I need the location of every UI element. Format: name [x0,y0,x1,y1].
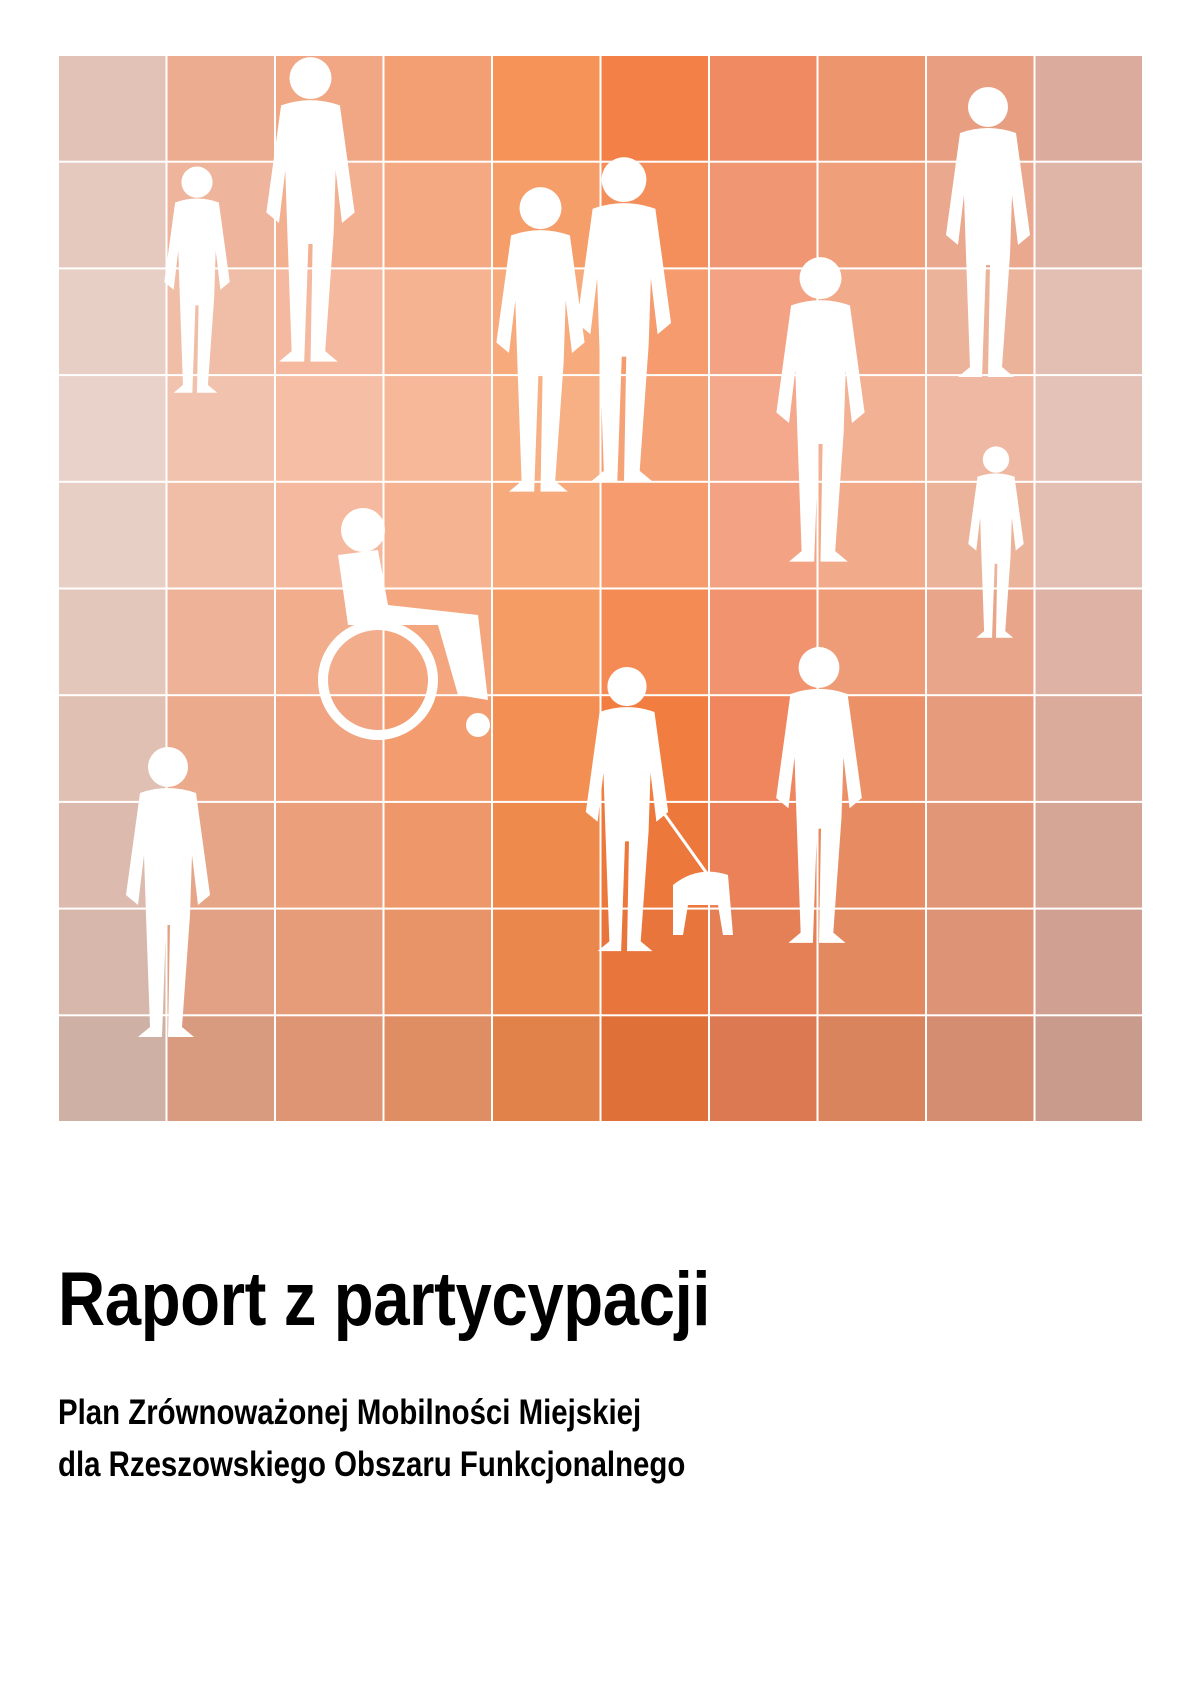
grid-cell [384,56,491,161]
grid-cell [167,56,274,161]
standing-man-silhouette [776,647,862,943]
grid-cell [1035,589,1142,695]
grid-cell [710,1016,817,1121]
woman-with-bag-silhouette [946,87,1030,377]
grid-cell [384,696,491,801]
grid-cell [276,909,383,1015]
grid-cell [384,802,491,908]
woman-walking-silhouette [496,187,585,492]
grid-cell [493,909,600,1015]
grid-cell [1035,269,1142,375]
grid-cell [384,1016,491,1121]
grid-cell [493,802,600,908]
man-walking-silhouette [576,157,672,483]
wheelchair-user-silhouette [318,508,490,740]
color-grid [59,56,1142,1121]
grid-cell [818,162,925,268]
grid-cell [59,589,166,695]
grid-cell [710,589,817,695]
grid-cell [601,482,708,588]
grid-cell [818,56,925,161]
grid-cell [1035,162,1142,268]
grid-cell [276,802,383,908]
dog-silhouette [656,804,733,935]
grid-cell [818,1016,925,1121]
grid-cell [59,696,166,801]
grid-cell [59,376,166,481]
grid-cell [59,162,166,268]
grid-cell [384,376,491,481]
grid-cell [493,56,600,161]
cover-illustration [59,56,1142,1121]
grid-cell [601,1016,708,1121]
child-on-scooter-silhouette [968,446,1024,638]
grid-cell [927,376,1034,481]
grid-cell [927,1016,1034,1121]
grid-cell [493,1016,600,1121]
grid-cell [493,589,600,695]
grid-cell [167,589,274,695]
grid-cell [276,376,383,481]
grid-cell [384,162,491,268]
man-with-dog-silhouette [585,666,669,952]
grid-cell [710,482,817,588]
grid-cell [276,1016,383,1121]
grid-cell [384,909,491,1015]
grid-cell [1035,482,1142,588]
grid-cell [167,376,274,481]
grid-cell [1035,909,1142,1015]
grid-cell [1035,802,1142,908]
grid-cell [710,56,817,161]
grid-cell [1035,696,1142,801]
grid-cell [818,909,925,1015]
grid-cell [927,696,1034,801]
grid-cell [927,802,1034,908]
grid-cell [601,56,708,161]
grid-cell [167,482,274,588]
grid-cell [167,696,274,801]
grid-cell [59,269,166,375]
grid-cell [710,162,817,268]
adult-silhouette [266,57,355,362]
child-silhouette [164,166,230,393]
grid-cell [927,909,1034,1015]
report-title: Raport z partycypacji [58,1257,711,1342]
woman-with-phone-silhouette [126,747,210,1037]
grid-cell [59,482,166,588]
grid-cell [1035,376,1142,481]
grid-cell [927,589,1034,695]
grid-cell [493,696,600,801]
grid-cell [384,269,491,375]
subtitle-line-1: Plan Zrównoważonej Mobilności Miejskiej [58,1393,642,1432]
grid-cell [1035,56,1142,161]
grid-cell [1035,1016,1142,1121]
grid-cell [59,56,166,161]
elderly-with-cane-silhouette [776,257,865,562]
subtitle-line-2: dla Rzeszowskiego Obszaru Funkcjonalnego [58,1445,686,1484]
grid-cell [384,482,491,588]
silhouettes [126,57,1030,1037]
grid-cell [493,482,600,588]
